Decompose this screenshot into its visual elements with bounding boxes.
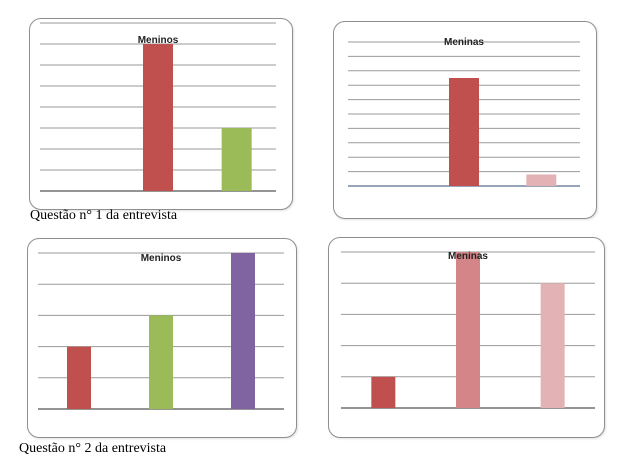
bar-q2-meninos-3 [231,253,255,409]
chart-q2-meninas: Meninas [341,251,595,409]
bar-q1-meninas-2 [449,78,479,186]
bar-q2-meninos-1 [67,346,91,409]
chart-q1-meninas: Meninas [348,37,580,187]
chart-q1-meninos: Meninos [40,22,276,192]
bar-q1-meninas-3 [526,174,557,186]
bar-q2-meninos-2 [149,315,173,409]
chart-panel-q2-meninas: Meninas [328,237,605,438]
bar-q2-meninas-3 [540,283,565,408]
caption-questao-2: Questão n° 2 da entrevista [19,441,167,456]
chart-title: Meninas [448,251,488,262]
bar-q2-meninas-2 [456,252,480,408]
bar-q1-meninos-2 [143,44,173,191]
bar-q1-meninos-3 [221,128,252,191]
chart-panel-q1-meninas: Meninas [333,21,597,219]
caption-questao-1: Questão n° 1 da entrevista [30,208,178,223]
chart-title: Meninos [141,253,182,264]
bar-q2-meninas-1 [371,376,396,408]
chart-title: Meninas [444,37,484,48]
chart-panel-q1-meninos: Meninos [29,18,293,210]
chart-q2-meninos: Meninos [38,252,284,410]
chart-panel-q2-meninos: Meninos [27,238,297,438]
chart-title: Meninos [138,35,179,46]
